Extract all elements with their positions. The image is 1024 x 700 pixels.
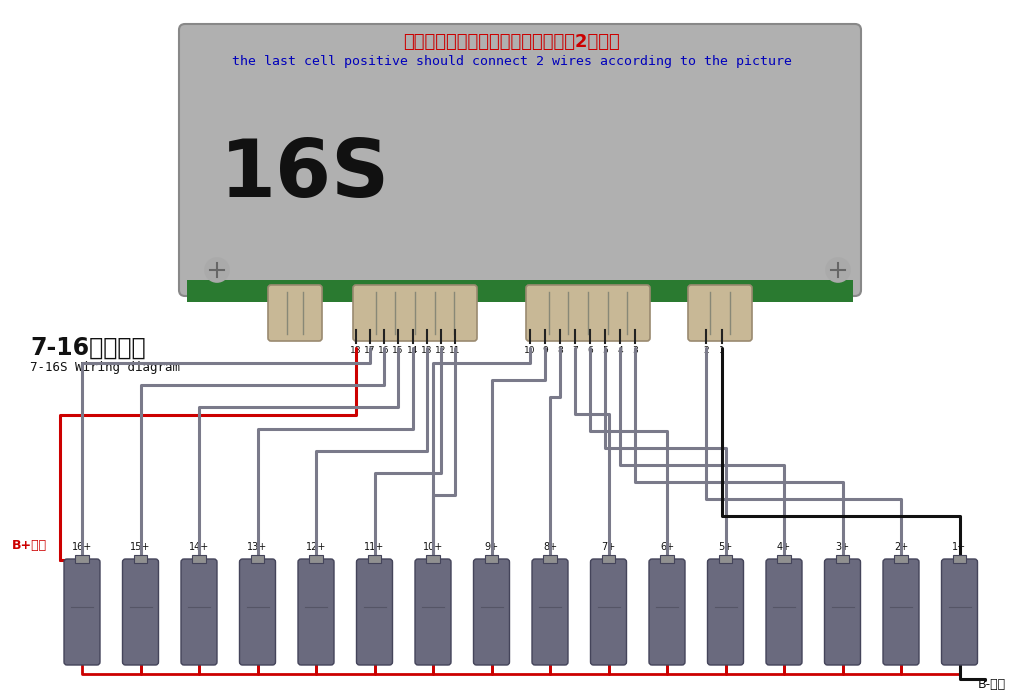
Text: 最后一串电池总正极上要接如图对应2条排线: 最后一串电池总正极上要接如图对应2条排线 [403,33,621,51]
Bar [952,555,967,563]
Text: 5: 5 [602,346,608,355]
Text: 6+: 6+ [659,542,674,552]
FancyBboxPatch shape [473,559,510,665]
FancyBboxPatch shape [941,559,978,665]
Text: 13: 13 [421,346,433,355]
Text: 3: 3 [632,346,638,355]
FancyBboxPatch shape [688,285,752,341]
Bar [368,555,381,563]
Text: 9: 9 [542,346,548,355]
Text: 9+: 9+ [484,542,499,552]
FancyBboxPatch shape [766,559,802,665]
Bar [251,555,264,563]
FancyBboxPatch shape [123,559,159,665]
FancyBboxPatch shape [526,285,650,341]
Bar [484,555,499,563]
FancyBboxPatch shape [181,559,217,665]
FancyBboxPatch shape [708,559,743,665]
FancyBboxPatch shape [63,559,100,665]
Text: 7-16S Wiring diagram: 7-16S Wiring diagram [30,361,180,374]
Bar [836,555,849,563]
Text: 1: 1 [719,346,725,355]
FancyBboxPatch shape [649,559,685,665]
Text: 12: 12 [435,346,446,355]
Text: 3+: 3+ [836,542,850,552]
Text: 16S: 16S [220,136,390,214]
Text: 2: 2 [703,346,709,355]
Text: 16+: 16+ [72,542,92,552]
Text: 8: 8 [557,346,563,355]
FancyBboxPatch shape [179,24,861,296]
FancyBboxPatch shape [240,559,275,665]
FancyBboxPatch shape [883,559,919,665]
Text: 11+: 11+ [365,542,385,552]
Bar [894,555,907,563]
Bar [777,555,791,563]
FancyBboxPatch shape [824,559,860,665]
Bar [602,555,615,563]
Text: 10+: 10+ [423,542,443,552]
FancyBboxPatch shape [415,559,451,665]
Circle shape [826,258,850,282]
FancyBboxPatch shape [356,559,392,665]
Text: 4: 4 [617,346,623,355]
FancyBboxPatch shape [532,559,568,665]
FancyBboxPatch shape [591,559,627,665]
Bar [426,555,439,563]
Text: 17: 17 [365,346,376,355]
Text: 7: 7 [572,346,578,355]
Text: 15+: 15+ [130,542,151,552]
Text: 6: 6 [587,346,593,355]
Text: 11: 11 [450,346,461,355]
Bar [193,555,206,563]
Bar [660,555,674,563]
FancyBboxPatch shape [268,285,322,341]
Text: the last cell positive should connect 2 wires according to the picture: the last cell positive should connect 2 … [232,55,792,69]
Text: B+总正: B+总正 [12,539,47,552]
Bar [75,555,89,563]
Text: 5+: 5+ [719,542,732,552]
Text: 8+: 8+ [543,542,557,552]
Text: 12+: 12+ [306,542,327,552]
Text: 13+: 13+ [248,542,267,552]
Text: 1+: 1+ [952,542,967,552]
FancyBboxPatch shape [298,559,334,665]
Bar [134,555,147,563]
FancyBboxPatch shape [353,285,477,341]
Text: B-总负: B-总负 [978,678,1007,692]
Text: 15: 15 [392,346,403,355]
Text: 18: 18 [350,346,361,355]
Bar [187,280,853,302]
Text: 14: 14 [408,346,419,355]
Text: 2+: 2+ [894,542,908,552]
Text: 10: 10 [524,346,536,355]
Bar [544,555,557,563]
Bar [719,555,732,563]
Text: 7-16串接线图: 7-16串接线图 [30,336,145,360]
Text: 4+: 4+ [777,542,792,552]
Text: 14+: 14+ [188,542,209,552]
Text: 16: 16 [378,346,390,355]
Bar [309,555,323,563]
Circle shape [205,258,229,282]
Text: 7+: 7+ [601,542,615,552]
